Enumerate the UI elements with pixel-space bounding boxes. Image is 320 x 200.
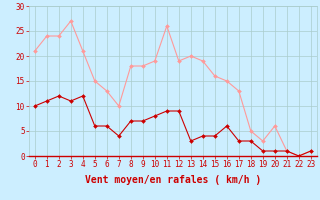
X-axis label: Vent moyen/en rafales ( km/h ): Vent moyen/en rafales ( km/h ) [85,175,261,185]
